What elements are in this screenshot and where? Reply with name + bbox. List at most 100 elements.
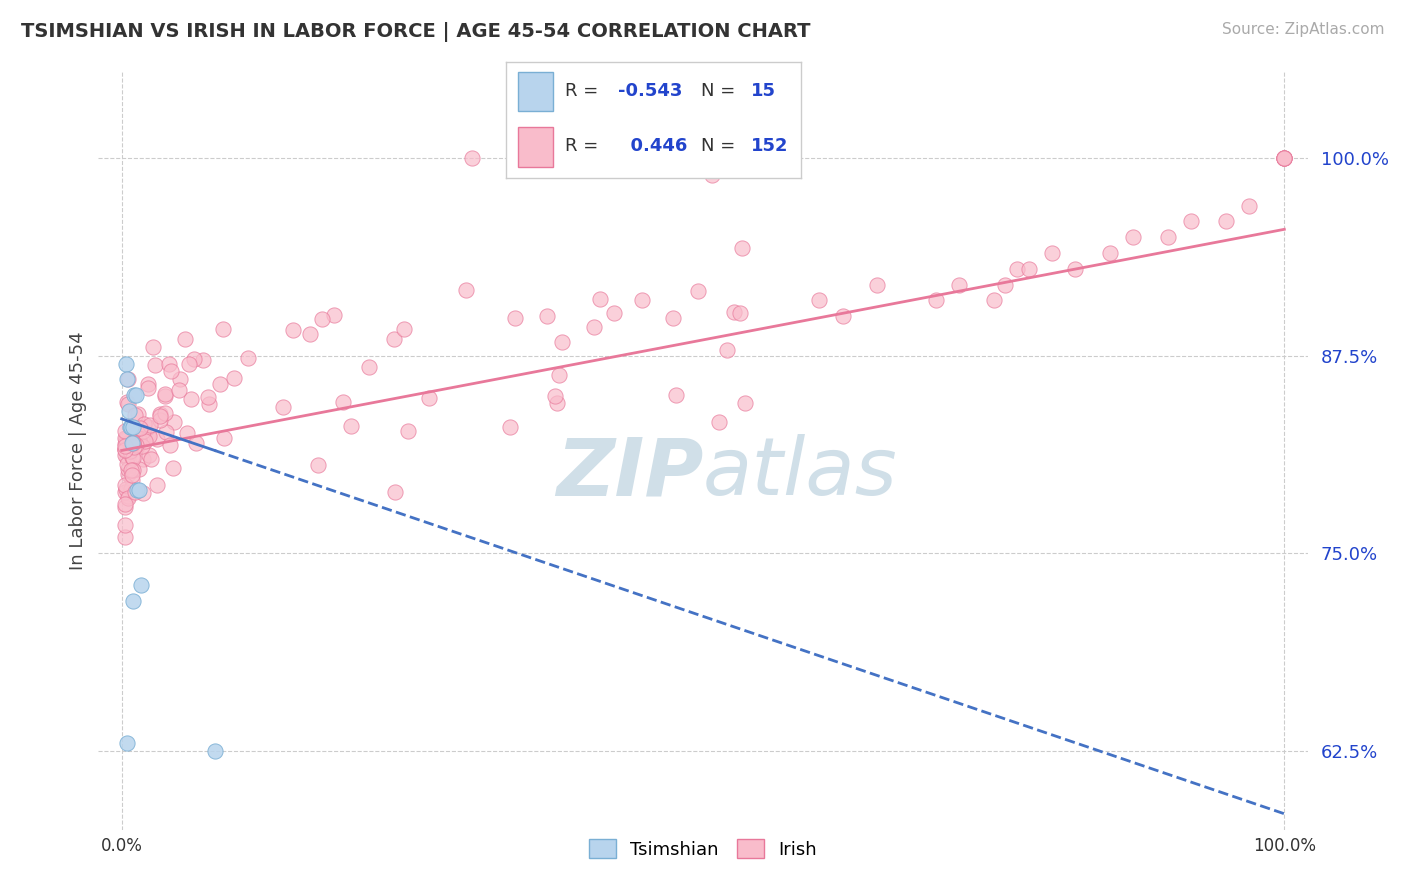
Point bbox=[129, 421, 152, 435]
Point bbox=[132, 424, 155, 438]
Point bbox=[131, 578, 153, 592]
Point bbox=[1215, 214, 1237, 228]
Point bbox=[384, 484, 406, 499]
Point bbox=[589, 292, 612, 306]
Point bbox=[120, 419, 142, 434]
Point bbox=[124, 388, 146, 402]
Point bbox=[114, 437, 136, 451]
Text: TSIMSHIAN VS IRISH IN LABOR FORCE | AGE 45-54 CORRELATION CHART: TSIMSHIAN VS IRISH IN LABOR FORCE | AGE … bbox=[21, 22, 811, 42]
Text: Source: ZipAtlas.com: Source: ZipAtlas.com bbox=[1222, 22, 1385, 37]
Point bbox=[162, 461, 184, 475]
Point bbox=[131, 486, 153, 500]
Text: N =: N = bbox=[702, 137, 741, 155]
Point bbox=[700, 168, 723, 182]
Point bbox=[603, 306, 626, 320]
FancyBboxPatch shape bbox=[517, 71, 554, 112]
Point bbox=[136, 381, 159, 395]
Point bbox=[212, 322, 235, 336]
Point bbox=[948, 277, 970, 292]
Point bbox=[1272, 151, 1295, 165]
Point bbox=[153, 406, 176, 420]
Point bbox=[662, 310, 685, 325]
Point bbox=[1122, 230, 1144, 244]
Point bbox=[136, 376, 159, 391]
Point bbox=[396, 424, 419, 438]
Point bbox=[924, 293, 946, 308]
Point bbox=[120, 483, 142, 497]
Point bbox=[118, 404, 141, 418]
Point bbox=[149, 409, 172, 424]
Point bbox=[114, 439, 136, 453]
Point bbox=[180, 392, 202, 406]
Point bbox=[159, 364, 181, 378]
Point bbox=[709, 415, 731, 429]
Point bbox=[631, 293, 654, 308]
Point bbox=[141, 452, 163, 467]
Point bbox=[169, 384, 191, 398]
Point bbox=[127, 408, 149, 422]
Point bbox=[665, 388, 688, 402]
Point bbox=[183, 351, 205, 366]
Text: 0.446: 0.446 bbox=[619, 137, 688, 155]
Point bbox=[114, 431, 136, 445]
FancyBboxPatch shape bbox=[517, 128, 554, 167]
Text: R =: R = bbox=[565, 82, 605, 101]
Point bbox=[131, 439, 153, 453]
Point bbox=[124, 485, 146, 500]
Point bbox=[121, 442, 143, 456]
Point bbox=[115, 433, 138, 447]
Point bbox=[155, 425, 177, 439]
Point bbox=[124, 429, 146, 443]
Point bbox=[159, 438, 181, 452]
Point bbox=[184, 435, 207, 450]
Point bbox=[114, 424, 136, 438]
Point bbox=[114, 442, 136, 456]
Point bbox=[1272, 151, 1295, 165]
Point bbox=[134, 434, 156, 449]
Point bbox=[115, 357, 138, 371]
Point bbox=[340, 419, 363, 434]
Text: atlas: atlas bbox=[703, 434, 898, 512]
Point bbox=[544, 389, 567, 403]
Point bbox=[153, 386, 176, 401]
Point bbox=[866, 277, 889, 292]
Point bbox=[728, 305, 751, 319]
Point bbox=[193, 352, 215, 367]
Point bbox=[121, 473, 143, 487]
Point bbox=[357, 360, 380, 375]
Point bbox=[208, 376, 231, 391]
Point bbox=[122, 435, 145, 450]
Point bbox=[723, 305, 745, 319]
Point bbox=[138, 429, 160, 443]
Point bbox=[115, 450, 138, 465]
Point bbox=[536, 309, 558, 323]
Point bbox=[146, 432, 169, 446]
Point bbox=[271, 401, 294, 415]
Point bbox=[153, 388, 176, 402]
Point bbox=[332, 395, 354, 409]
Point bbox=[456, 283, 478, 297]
Point bbox=[121, 434, 143, 448]
Point bbox=[120, 463, 142, 477]
Point bbox=[124, 440, 146, 454]
Point bbox=[114, 485, 136, 500]
Point bbox=[122, 463, 145, 477]
Text: 100.0%: 100.0% bbox=[1253, 838, 1316, 855]
Point bbox=[176, 426, 198, 441]
Point bbox=[122, 593, 145, 607]
Point bbox=[142, 340, 165, 354]
Point bbox=[1040, 246, 1063, 260]
Point bbox=[128, 483, 150, 497]
Point bbox=[122, 434, 145, 449]
Point bbox=[114, 478, 136, 492]
Point bbox=[120, 444, 142, 458]
Point bbox=[546, 395, 568, 409]
Y-axis label: In Labor Force | Age 45-54: In Labor Force | Age 45-54 bbox=[69, 331, 87, 570]
Point bbox=[114, 442, 136, 456]
Point bbox=[382, 331, 405, 345]
Point bbox=[114, 517, 136, 532]
Point bbox=[461, 151, 484, 165]
Point bbox=[114, 443, 136, 458]
Point bbox=[115, 482, 138, 496]
Point bbox=[499, 420, 522, 434]
